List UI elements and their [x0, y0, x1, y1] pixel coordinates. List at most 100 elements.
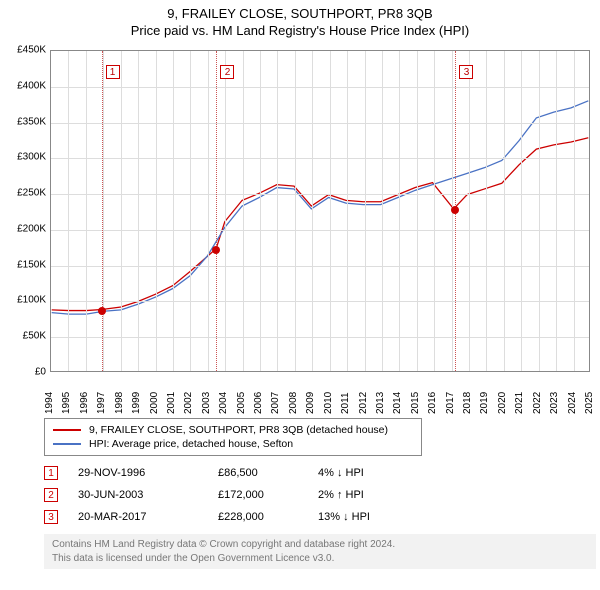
gridline-v: [382, 51, 383, 371]
x-axis-label: 2006: [253, 382, 265, 414]
event-marker-dot: [98, 307, 106, 315]
x-axis-label: 2022: [532, 382, 544, 414]
attribution: Contains HM Land Registry data © Crown c…: [44, 534, 596, 569]
x-axis-label: 2018: [462, 382, 474, 414]
x-axis-label: 2021: [514, 382, 526, 414]
gridline-h: [51, 337, 589, 338]
legend-row: HPI: Average price, detached house, Seft…: [53, 437, 413, 451]
gridline-v: [86, 51, 87, 371]
x-axis-label: 2005: [236, 382, 248, 414]
gridline-v: [243, 51, 244, 371]
gridline-h: [51, 158, 589, 159]
x-axis-label: 2016: [427, 382, 439, 414]
gridline-v: [312, 51, 313, 371]
chart: 123 £0£50K£100K£150K£200K£250K£300K£350K…: [4, 44, 596, 414]
x-axis-label: 2012: [358, 382, 370, 414]
title-subtitle: Price paid vs. HM Land Registry's House …: [4, 23, 596, 38]
event-marker-badge: 2: [220, 65, 234, 79]
gridline-v: [260, 51, 261, 371]
gridline-v: [399, 51, 400, 371]
x-axis-label: 2008: [288, 382, 300, 414]
y-axis-label: £450K: [4, 45, 46, 56]
y-axis-label: £50K: [4, 331, 46, 342]
x-axis-label: 2007: [270, 382, 282, 414]
gridline-v: [225, 51, 226, 371]
x-axis-label: 2003: [201, 382, 213, 414]
event-marker-badge: 3: [459, 65, 473, 79]
legend-label: HPI: Average price, detached house, Seft…: [89, 438, 293, 450]
event-row: 230-JUN-2003£172,0002% ↑ HPI: [44, 484, 596, 506]
y-axis-label: £350K: [4, 116, 46, 127]
gridline-v: [469, 51, 470, 371]
legend: 9, FRAILEY CLOSE, SOUTHPORT, PR8 3QB (de…: [44, 418, 422, 456]
event-date: 29-NOV-1996: [78, 467, 218, 479]
gridline-v: [521, 51, 522, 371]
attribution-line2: This data is licensed under the Open Gov…: [52, 552, 588, 566]
series-line: [52, 138, 589, 311]
gridline-v: [539, 51, 540, 371]
event-badge: 3: [44, 510, 58, 524]
event-marker-badge: 1: [106, 65, 120, 79]
x-axis-label: 2010: [323, 382, 335, 414]
event-table: 129-NOV-1996£86,5004% ↓ HPI230-JUN-2003£…: [44, 462, 596, 528]
x-axis-label: 2004: [218, 382, 230, 414]
x-axis-label: 2020: [497, 382, 509, 414]
gridline-v: [190, 51, 191, 371]
event-hpi: 2% ↑ HPI: [318, 489, 428, 501]
x-axis-label: 1996: [79, 382, 91, 414]
gridline-v: [574, 51, 575, 371]
x-axis-label: 2001: [166, 382, 178, 414]
gridline-h: [51, 123, 589, 124]
attribution-line1: Contains HM Land Registry data © Crown c…: [52, 538, 588, 552]
x-axis-label: 2015: [410, 382, 422, 414]
event-row: 3 20-MAR-2017£228,00013% ↓ HPI: [44, 506, 596, 528]
event-badge: 1: [44, 466, 58, 480]
gridline-h: [51, 87, 589, 88]
event-price: £172,000: [218, 489, 318, 501]
event-date: 20-MAR-2017: [78, 511, 218, 523]
legend-label: 9, FRAILEY CLOSE, SOUTHPORT, PR8 3QB (de…: [89, 424, 388, 436]
gridline-v: [347, 51, 348, 371]
gridline-v: [277, 51, 278, 371]
series-line: [52, 101, 589, 314]
gridline-v: [103, 51, 104, 371]
y-axis-label: £250K: [4, 188, 46, 199]
x-axis-label: 2009: [305, 382, 317, 414]
x-axis-label: 2025: [584, 382, 596, 414]
event-marker-line: [216, 51, 217, 371]
title-address: 9, FRAILEY CLOSE, SOUTHPORT, PR8 3QB: [4, 6, 596, 21]
legend-swatch: [53, 443, 81, 445]
x-axis-label: 2023: [549, 382, 561, 414]
gridline-v: [295, 51, 296, 371]
event-marker-line: [102, 51, 103, 371]
x-axis-label: 2013: [375, 382, 387, 414]
plot-area: 1 2 3: [50, 50, 590, 372]
event-price: £228,000: [218, 511, 318, 523]
event-marker-dot: [451, 206, 459, 214]
gridline-h: [51, 194, 589, 195]
series-lines: [51, 51, 589, 371]
legend-row: 9, FRAILEY CLOSE, SOUTHPORT, PR8 3QB (de…: [53, 423, 413, 437]
y-axis-label: £200K: [4, 223, 46, 234]
gridline-v: [121, 51, 122, 371]
x-axis-label: 1998: [114, 382, 126, 414]
gridline-v: [486, 51, 487, 371]
event-hpi: 13% ↓ HPI: [318, 511, 428, 523]
y-axis-label: £100K: [4, 295, 46, 306]
gridline-h: [51, 230, 589, 231]
gridline-v: [417, 51, 418, 371]
x-axis-label: 1995: [61, 382, 73, 414]
x-axis-label: 1999: [131, 382, 143, 414]
gridline-h: [51, 301, 589, 302]
gridline-v: [330, 51, 331, 371]
event-hpi: 4% ↓ HPI: [318, 467, 428, 479]
gridline-v: [173, 51, 174, 371]
x-axis-label: 2011: [340, 382, 352, 414]
legend-swatch: [53, 429, 81, 431]
gridline-v: [365, 51, 366, 371]
x-axis-label: 2024: [567, 382, 579, 414]
y-axis-label: £0: [4, 367, 46, 378]
gridline-v: [434, 51, 435, 371]
title-block: 9, FRAILEY CLOSE, SOUTHPORT, PR8 3QB Pri…: [0, 0, 600, 40]
gridline-v: [208, 51, 209, 371]
